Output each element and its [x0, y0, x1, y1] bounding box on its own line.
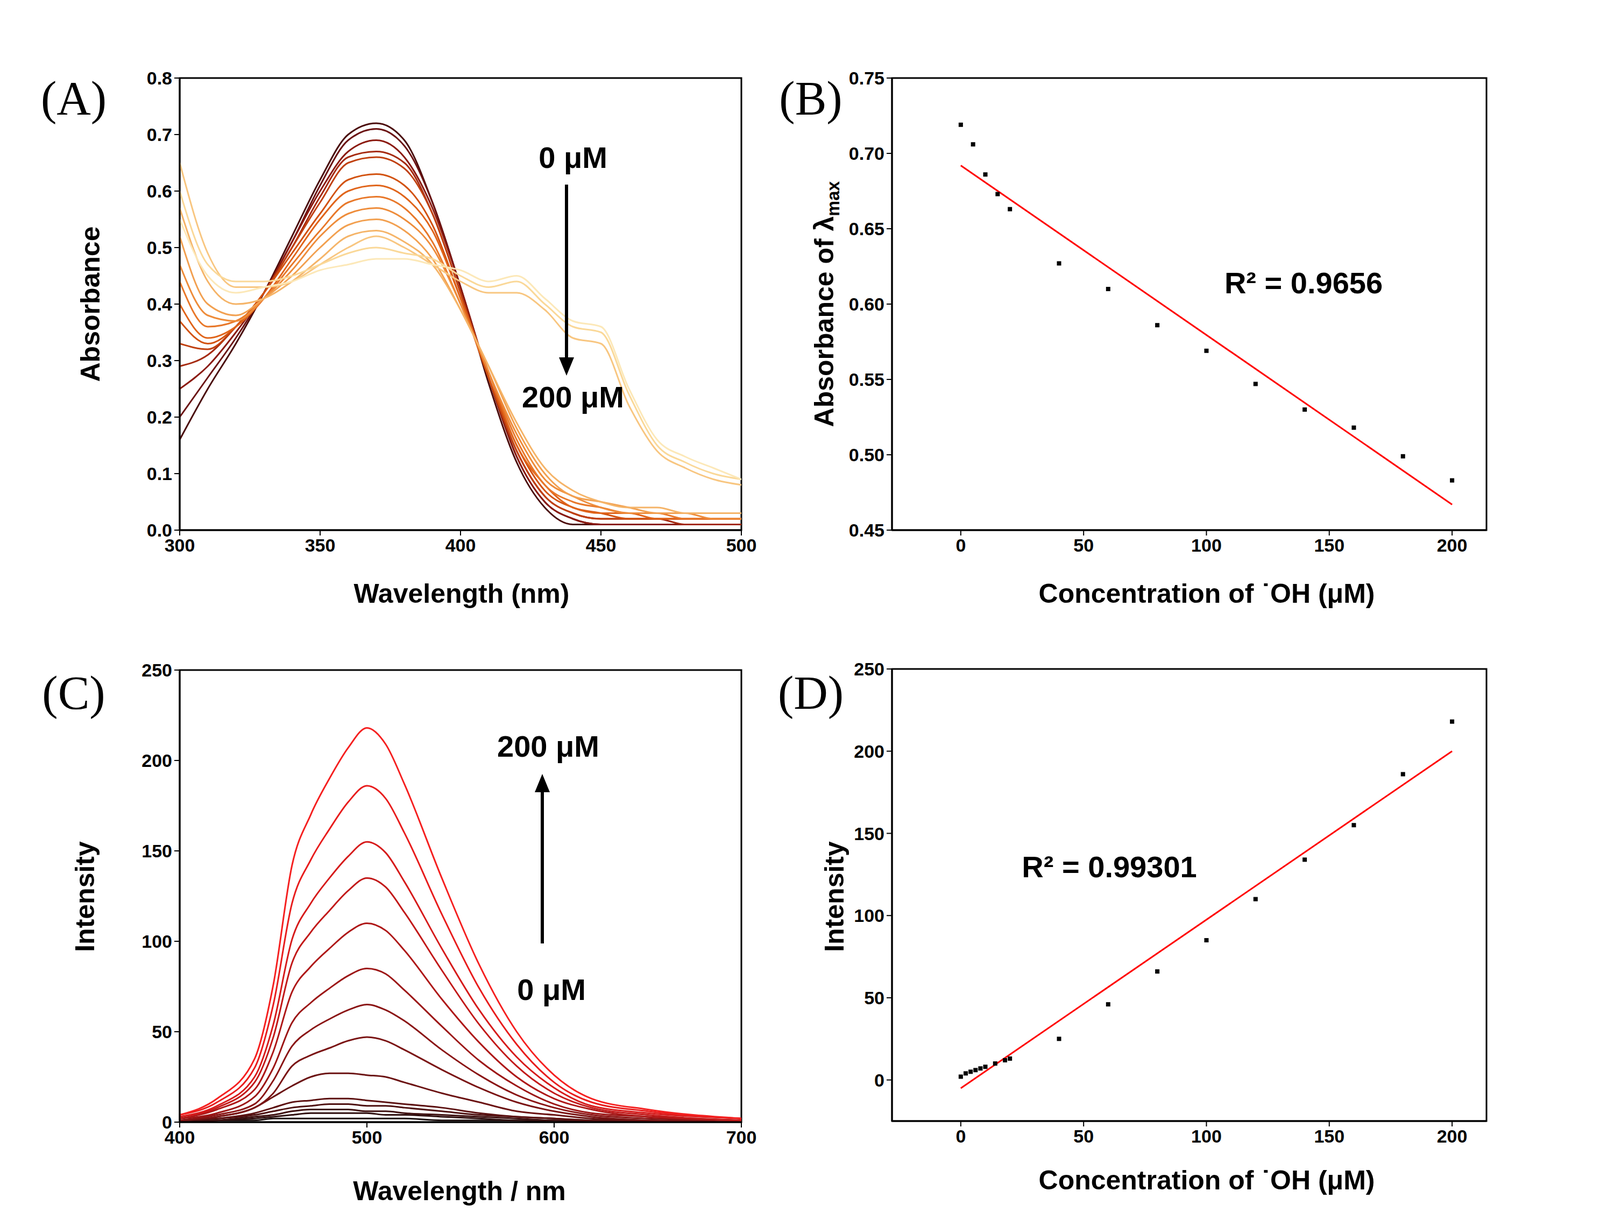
html-text:Absorbance of λ: Absorbance of λ	[809, 216, 840, 427]
svg-text:500: 500	[351, 1126, 383, 1148]
svg-text:0: 0	[955, 1125, 966, 1146]
svg-text:0.6: 0.6	[146, 180, 173, 202]
svg-text:0.5: 0.5	[146, 237, 173, 258]
svg-text:50: 50	[864, 987, 885, 1008]
html-text:R² = 0.9656: R² = 0.9656	[1224, 265, 1383, 300]
svg-text:0: 0	[161, 1111, 173, 1132]
svg-text:150: 150	[1313, 1125, 1345, 1146]
svg-text:600: 600	[539, 1126, 570, 1148]
svg-text:400: 400	[164, 1126, 195, 1148]
svg-text:50: 50	[151, 1021, 173, 1042]
html-text:(D): (D)	[777, 666, 844, 719]
svg-text:350: 350	[305, 534, 336, 556]
svg-text:0.7: 0.7	[146, 124, 173, 145]
svg-text:0.2: 0.2	[146, 406, 173, 428]
svg-text:50: 50	[1073, 1125, 1094, 1146]
svg-text:150: 150	[1313, 534, 1345, 556]
svg-text:400: 400	[445, 534, 477, 556]
html-text:200 μM: 200 μM	[497, 728, 600, 763]
svg-text:200: 200	[1436, 1125, 1468, 1146]
svg-text:200: 200	[141, 749, 173, 771]
html-text:200 μM: 200 μM	[521, 379, 625, 414]
svg-text:0: 0	[955, 534, 966, 556]
html-text:Concentration of ˙OH (μM): Concentration of ˙OH (μM)	[1038, 578, 1375, 609]
html-text:(A): (A)	[40, 72, 107, 125]
svg-text:100: 100	[1191, 1125, 1222, 1146]
html-text:(C): (C)	[42, 666, 106, 719]
svg-text:0.65: 0.65	[848, 218, 885, 239]
html-text:0 μM: 0 μM	[517, 972, 586, 1007]
html-text:Intensity: Intensity	[819, 840, 850, 952]
svg-text:0.75: 0.75	[848, 67, 885, 89]
svg-text:0.45: 0.45	[848, 519, 885, 541]
svg-text:700: 700	[726, 1126, 757, 1148]
html-text:max: max	[823, 181, 843, 217]
svg-text:450: 450	[585, 534, 617, 556]
html-text:R² = 0.99301: R² = 0.99301	[1021, 849, 1197, 884]
svg-text:0.60: 0.60	[848, 293, 885, 315]
svg-text:100: 100	[1191, 534, 1222, 556]
svg-text:0: 0	[874, 1069, 885, 1090]
svg-text:250: 250	[853, 658, 885, 679]
html-text:Absorbance: Absorbance	[75, 226, 106, 382]
html-text:(B): (B)	[779, 72, 843, 125]
html-text:Wavelength / nm: Wavelength / nm	[353, 1175, 566, 1206]
svg-text:150: 150	[141, 840, 173, 861]
svg-text:0.50: 0.50	[848, 444, 885, 465]
html-text:Wavelength (nm): Wavelength (nm)	[353, 578, 570, 609]
html-text:Intensity: Intensity	[69, 840, 101, 952]
svg-text:0.3: 0.3	[146, 350, 173, 371]
svg-text:0.55: 0.55	[848, 369, 885, 390]
svg-text:150: 150	[853, 823, 885, 844]
svg-text:200: 200	[853, 740, 885, 762]
svg-text:0.4: 0.4	[146, 293, 173, 315]
svg-text:500: 500	[726, 534, 757, 556]
svg-text:100: 100	[141, 930, 173, 952]
svg-text:250: 250	[141, 659, 173, 681]
svg-text:300: 300	[164, 534, 195, 556]
svg-text:0.8: 0.8	[146, 67, 173, 89]
svg-text:0.0: 0.0	[146, 519, 173, 541]
svg-text:100: 100	[853, 904, 885, 926]
svg-text:50: 50	[1073, 534, 1094, 556]
svg-text:0.1: 0.1	[146, 463, 173, 484]
svg-text:200: 200	[1436, 534, 1468, 556]
html-text:Concentration of ˙OH (μM): Concentration of ˙OH (μM)	[1038, 1164, 1375, 1195]
svg-text:0.70: 0.70	[848, 143, 885, 164]
html-text:0 μM: 0 μM	[538, 140, 608, 175]
